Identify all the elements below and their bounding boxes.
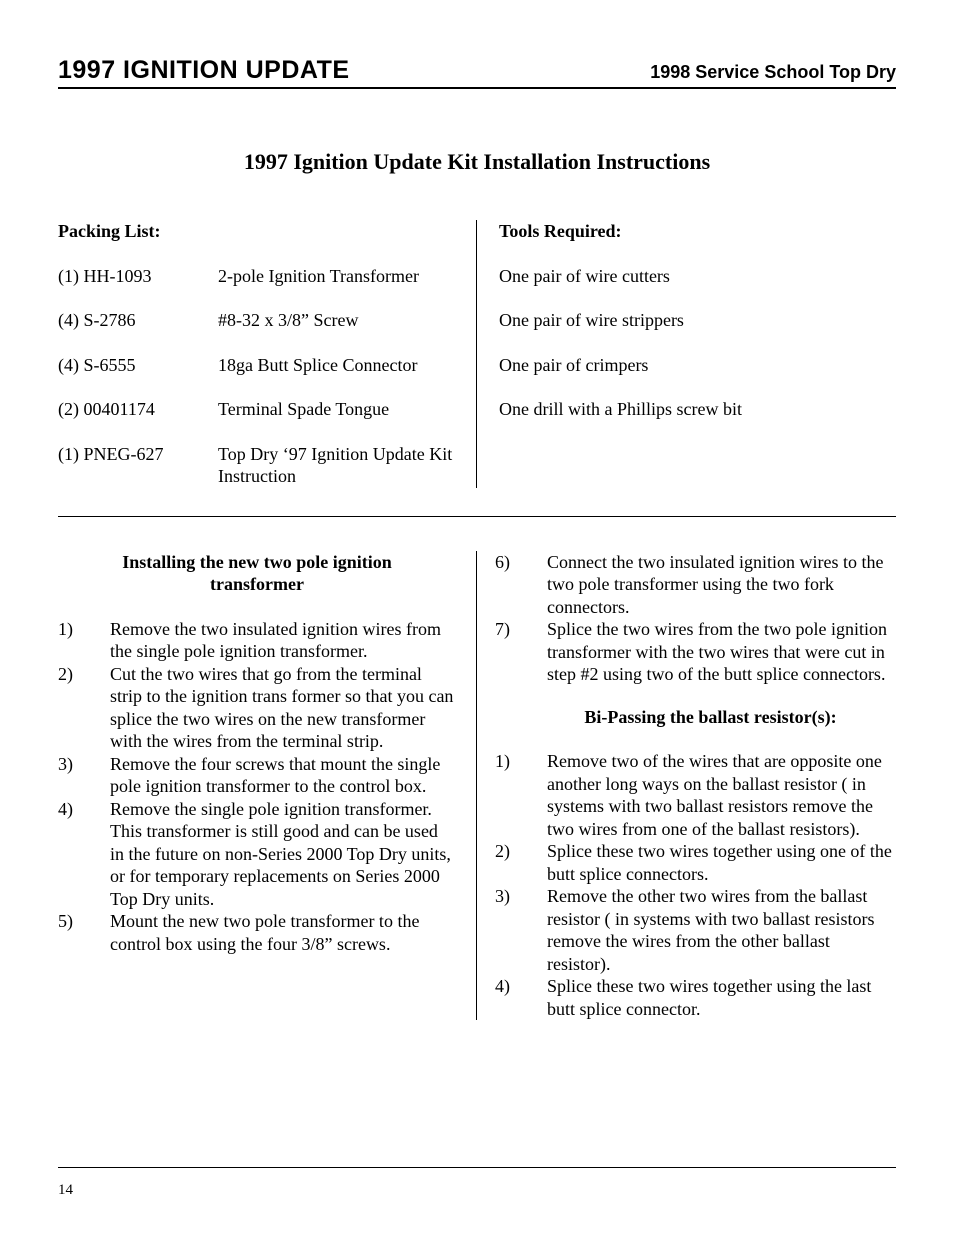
- install-heading: Installing the new two pole ignition tra…: [98, 551, 416, 596]
- bypass-step: 4) Splice these two wires together using…: [495, 975, 896, 1020]
- step-text: Connect the two insulated ignition wires…: [547, 551, 896, 619]
- step-number: 3): [58, 753, 110, 798]
- step-number: 7): [495, 618, 547, 686]
- packing-desc: Terminal Spade Tongue: [218, 398, 462, 421]
- step-text: Splice the two wires from the two pole i…: [547, 618, 896, 686]
- packing-desc: #8-32 x 3/8” Screw: [218, 309, 462, 332]
- packing-item: (4) S-2786 #8-32 x 3/8” Screw: [58, 309, 462, 332]
- install-column: Installing the new two pole ignition tra…: [58, 551, 477, 1021]
- step-text: Remove the two insulated ignition wires …: [110, 618, 456, 663]
- tools-required-column: Tools Required: One pair of wire cutters…: [477, 220, 896, 488]
- step-text: Mount the new two pole transformer to th…: [110, 910, 456, 955]
- packing-item: (4) S-6555 18ga Butt Splice Connector: [58, 354, 462, 377]
- step-text: Remove the single pole ignition transfor…: [110, 798, 456, 911]
- packing-item: (2) 00401174 Terminal Spade Tongue: [58, 398, 462, 421]
- step-number: 2): [495, 840, 547, 885]
- step-text: Cut the two wires that go from the termi…: [110, 663, 456, 753]
- page-footer: 14: [58, 1167, 896, 1199]
- packing-item: (1) HH-1093 2-pole Ignition Transformer: [58, 265, 462, 288]
- packing-item: (1) PNEG-627 Top Dry ‘97 Ignition Update…: [58, 443, 462, 488]
- step-number: 4): [495, 975, 547, 1020]
- packing-list-column: Packing List: (1) HH-1093 2-pole Ignitio…: [58, 220, 477, 488]
- step-text: Splice these two wires together using on…: [547, 840, 896, 885]
- page-number: 14: [58, 1182, 73, 1198]
- bypass-column: 6) Connect the two insulated ignition wi…: [477, 551, 896, 1021]
- packing-qty: (1) PNEG-627: [58, 443, 218, 488]
- install-step: 6) Connect the two insulated ignition wi…: [495, 551, 896, 619]
- step-number: 1): [58, 618, 110, 663]
- install-step: 7) Splice the two wires from the two pol…: [495, 618, 896, 686]
- step-number: 2): [58, 663, 110, 753]
- packing-qty: (4) S-2786: [58, 309, 218, 332]
- step-number: 1): [495, 750, 547, 840]
- bypass-step: 1) Remove two of the wires that are oppo…: [495, 750, 896, 840]
- packing-desc: 18ga Butt Splice Connector: [218, 354, 462, 377]
- tool-item: One pair of wire cutters: [499, 265, 896, 288]
- step-text: Splice these two wires together using th…: [547, 975, 896, 1020]
- step-text: Remove the other two wires from the ball…: [547, 885, 896, 975]
- tool-item: One pair of crimpers: [499, 354, 896, 377]
- install-step: 4) Remove the single pole ignition trans…: [58, 798, 456, 911]
- tool-item: One pair of wire strippers: [499, 309, 896, 332]
- step-text: Remove the four screws that mount the si…: [110, 753, 456, 798]
- header-title-right: 1998 Service School Top Dry: [650, 62, 896, 83]
- top-section: Packing List: (1) HH-1093 2-pole Ignitio…: [58, 220, 896, 517]
- packing-desc: 2-pole Ignition Transformer: [218, 265, 462, 288]
- packing-qty: (1) HH-1093: [58, 265, 218, 288]
- step-text: Remove two of the wires that are opposit…: [547, 750, 896, 840]
- packing-qty: (2) 00401174: [58, 398, 218, 421]
- install-step: 3) Remove the four screws that mount the…: [58, 753, 456, 798]
- packing-desc: Top Dry ‘97 Ignition Update Kit Instruct…: [218, 443, 462, 488]
- header-title-left: 1997 IGNITION UPDATE: [58, 56, 350, 85]
- step-number: 3): [495, 885, 547, 975]
- tool-item: One drill with a Phillips screw bit: [499, 398, 896, 421]
- tools-heading: Tools Required:: [499, 220, 896, 243]
- step-number: 5): [58, 910, 110, 955]
- document-title: 1997 Ignition Update Kit Installation In…: [58, 149, 896, 175]
- bypass-step: 3) Remove the other two wires from the b…: [495, 885, 896, 975]
- packing-list-heading: Packing List:: [58, 220, 462, 243]
- packing-qty: (4) S-6555: [58, 354, 218, 377]
- bypass-step: 2) Splice these two wires together using…: [495, 840, 896, 885]
- bypass-heading: Bi-Passing the ballast resistor(s):: [525, 706, 896, 729]
- step-number: 4): [58, 798, 110, 911]
- install-step: 1) Remove the two insulated ignition wir…: [58, 618, 456, 663]
- body-section: Installing the new two pole ignition tra…: [58, 551, 896, 1021]
- page-header: 1997 IGNITION UPDATE 1998 Service School…: [58, 56, 896, 89]
- install-step: 2) Cut the two wires that go from the te…: [58, 663, 456, 753]
- step-number: 6): [495, 551, 547, 619]
- install-step: 5) Mount the new two pole transformer to…: [58, 910, 456, 955]
